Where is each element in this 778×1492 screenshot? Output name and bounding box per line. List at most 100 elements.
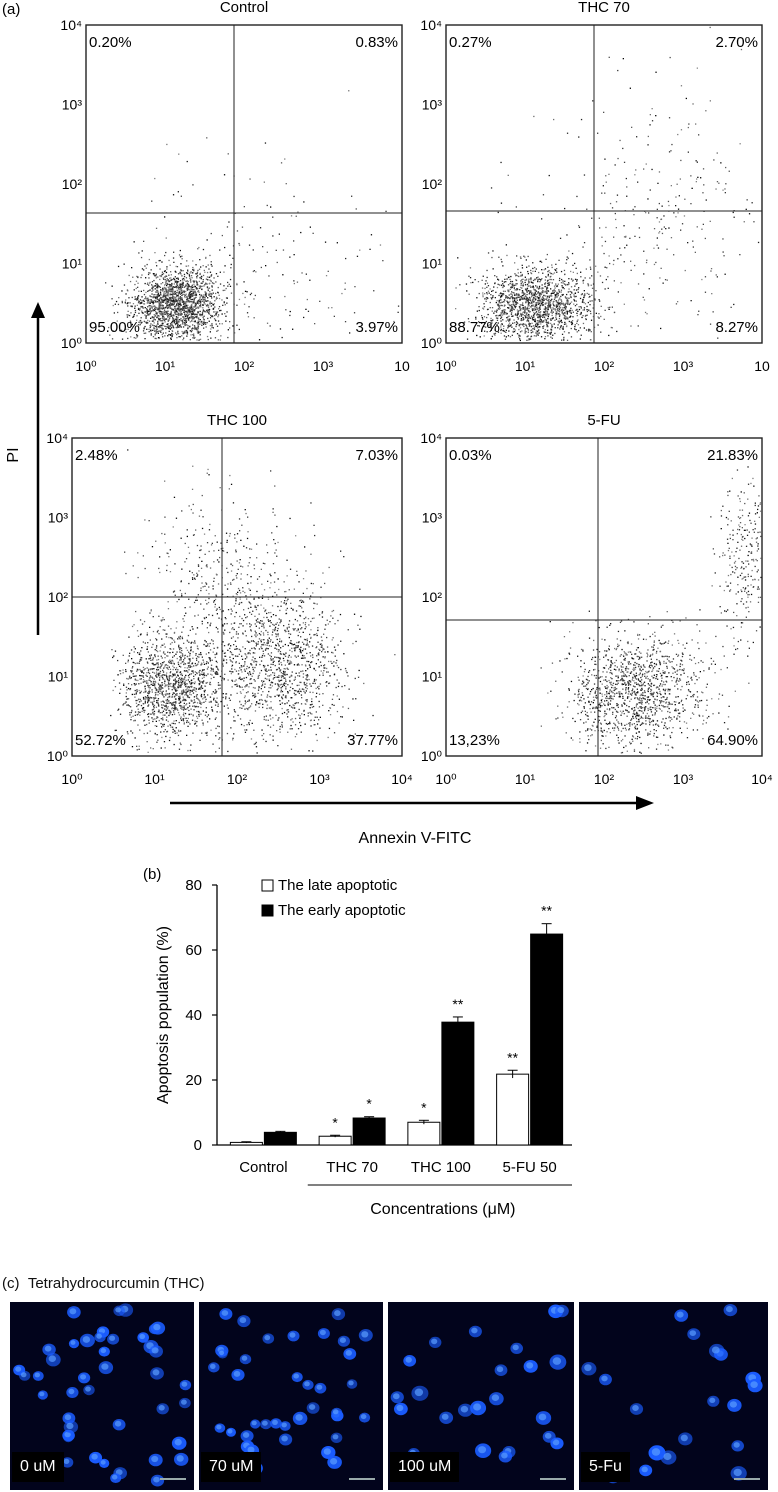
y-tick-label: 10¹: [422, 256, 443, 272]
y-tick-label: 10²: [62, 176, 83, 192]
scatter-dots: [110, 449, 396, 754]
y-tick-label: 10⁰: [61, 335, 83, 351]
microscopy-panel: 0 uM 70 uM 100 uM 5-Fu: [10, 1302, 768, 1490]
micro-image-label: 5-Fu: [581, 1452, 630, 1482]
quadrant-ur-value: 2.70%: [715, 34, 758, 51]
y-tick-label: 10²: [48, 589, 69, 605]
dot-plot-title: THC 100: [207, 412, 267, 429]
y-tick-label: 10¹: [422, 669, 443, 685]
quadrant-lr-value: 64.90%: [707, 732, 758, 749]
dot-plot-title: THC 70: [578, 0, 630, 16]
quadrant-ur-value: 21.83%: [707, 447, 758, 464]
y-tick-label: 10³: [62, 97, 83, 113]
x-tick-label: 10⁰: [435, 358, 457, 374]
y-tick-label: 60: [185, 942, 202, 959]
y-tick-label: 0: [194, 1137, 202, 1154]
category-label: THC 70: [326, 1159, 378, 1176]
quadrant-ll-value: 13,23%: [449, 732, 500, 749]
quadrant-ul-value: 0.20%: [89, 34, 132, 51]
quadrant-ll-value: 52.72%: [75, 732, 126, 749]
panel-c-label: (c) Tetrahydrocurcumin (THC): [2, 1275, 205, 1292]
x-tick-label: 10¹: [515, 771, 536, 787]
y-axis-arrow-head: [31, 302, 45, 318]
x-tick-label: 10³: [673, 358, 694, 374]
significance-marker: **: [452, 996, 463, 1012]
y-axis-title: Apoptosis population (%): [155, 926, 172, 1104]
y-tick-label: 10¹: [48, 669, 69, 685]
micro-image-100uM: 100 uM: [388, 1302, 574, 1490]
quadrant-ur-value: 7.03%: [355, 447, 398, 464]
nuclei-image: [208, 1308, 373, 1481]
nuclei-image: [390, 1304, 569, 1481]
quadrant-ll-value: 95.00%: [89, 319, 140, 336]
quadrant-ll-value: 88.77%: [449, 319, 500, 336]
scale-bar: [540, 1478, 566, 1480]
bar-early: [530, 933, 564, 1146]
x-axis-arrow-head: [636, 796, 654, 810]
panel-a-label: (a): [2, 1, 20, 18]
y-axis-label: PI: [5, 447, 22, 462]
scatter-dots: [105, 90, 400, 341]
dot-plot-2: THC 100 2.48% 7.03% 52.72% 37.77% 10⁰ 10¹ 10² 10…: [46, 412, 412, 787]
y-tick-label: 10³: [48, 510, 69, 526]
x-tick-label: 10³: [673, 771, 694, 787]
y-tick-label: 20: [185, 1072, 202, 1089]
quadrant-ur-value: 0.83%: [355, 34, 398, 51]
x-axis-title: Concentrations (μM): [370, 1201, 515, 1218]
quadrant-lr-value: 3.97%: [355, 319, 398, 336]
x-tick-label: 10¹: [144, 771, 165, 787]
quadrant-ul-value: 0.03%: [449, 447, 492, 464]
plot-frame: [445, 437, 763, 757]
significance-marker: *: [421, 1099, 427, 1115]
significance-marker: **: [541, 903, 552, 919]
dot-plot-0: Control 0.20% 0.83% 95.00% 3.97% 10⁰ 10¹ 10² 10³…: [60, 0, 410, 374]
significance-marker: **: [507, 1049, 518, 1065]
x-tick-label: 10²: [594, 358, 615, 374]
legend-swatch: [261, 904, 274, 917]
micro-image-label: 100 uM: [390, 1452, 460, 1482]
x-tick-label: 10²: [234, 358, 255, 374]
scatter-dots: [455, 26, 760, 342]
quadrant-ul-value: 2.48%: [75, 447, 118, 464]
legend-swatch: [261, 879, 274, 892]
significance-marker: *: [332, 1114, 338, 1130]
significance-marker: *: [366, 1096, 372, 1112]
nuclei-image: [581, 1304, 763, 1484]
y-tick-label: 40: [185, 1007, 202, 1024]
y-tick-label: 10²: [422, 176, 443, 192]
y-tick-label: 10³: [422, 510, 443, 526]
panel-c-title: Tetrahydrocurcumin (THC): [27, 1275, 205, 1292]
y-tick-label: 10²: [422, 589, 443, 605]
bar-late: [407, 1121, 441, 1146]
scale-bar: [160, 1478, 186, 1480]
legend-label: The late apoptotic: [278, 877, 398, 894]
micro-image-label: 0 uM: [12, 1452, 64, 1482]
flow-cytometry-panel: (a) Control 0.20% 0.83% 95.00% 3.97% 10⁰ 10¹ 10…: [2, 0, 773, 847]
dot-plot-title: 5-FU: [587, 412, 620, 429]
panel-c-letter: (c): [2, 1275, 20, 1292]
bar-early: [263, 1131, 297, 1146]
category-label: THC 100: [411, 1159, 471, 1176]
bar-early: [441, 1021, 475, 1146]
y-tick-label: 10⁰: [47, 748, 69, 764]
x-tick-label: 10⁰: [75, 358, 97, 374]
nuclei-image: [13, 1303, 192, 1487]
x-tick-label: 10¹: [155, 358, 176, 374]
panel-b-label: (b): [143, 866, 161, 883]
x-tick-label: 10⁴: [751, 771, 773, 787]
scatter-dots: [540, 466, 762, 754]
bar-late: [496, 1073, 530, 1146]
y-tick-label: 10⁰: [421, 335, 443, 351]
dot-plot-3: 5-FU 0.03% 21.83% 13,23% 64.90% 10⁰ 10¹ 10² 10³ 1…: [420, 412, 772, 787]
x-tick-label: 10⁰: [61, 771, 83, 787]
micro-image-label: 70 uM: [201, 1452, 262, 1482]
x-tick-label: 10⁴: [391, 771, 413, 787]
x-tick-label: 10⁰: [435, 771, 457, 787]
x-tick-label: 10: [394, 358, 410, 374]
bar-chart-panel: (b) 0 20 40 60 80 Apoptosis population (%) Con…: [143, 866, 572, 1218]
category-label: 5-FU 50: [503, 1159, 557, 1176]
plot-frame: [85, 24, 403, 344]
y-tick-label: 10¹: [62, 256, 83, 272]
y-tick-label: 10⁴: [420, 17, 442, 33]
y-tick-label: 10³: [422, 97, 443, 113]
